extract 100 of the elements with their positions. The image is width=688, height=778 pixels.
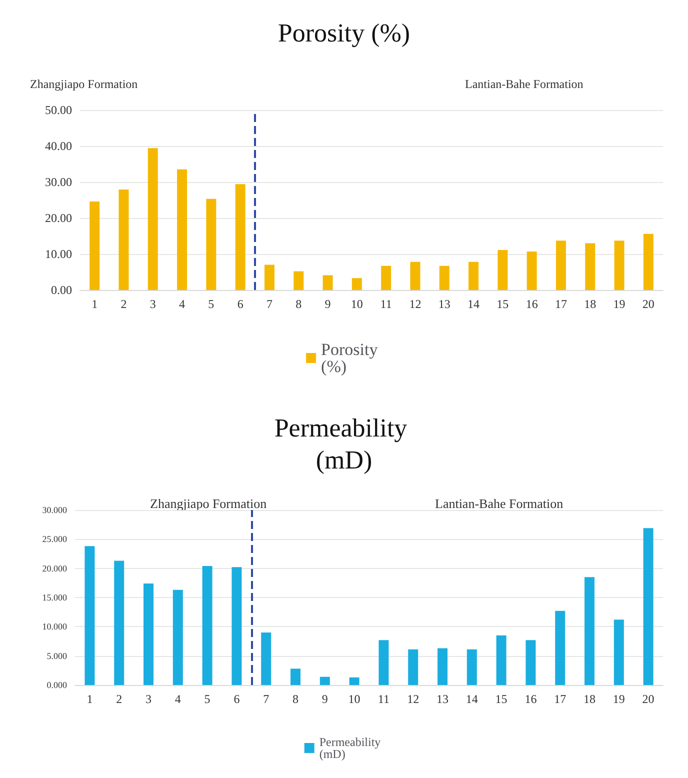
y-tick-label: 50.00 [45,103,72,117]
x-tick-label: 16 [524,692,537,706]
y-tick-label: 10.000 [42,622,68,632]
y-tick-label: 20.00 [45,211,72,225]
bar [206,198,216,290]
bar [526,251,537,290]
bar [261,632,272,685]
x-tick-label: 18 [584,297,596,311]
x-tick-label: 13 [436,692,448,706]
bar [585,243,596,290]
x-tick-label: 10 [350,297,363,311]
bar [555,610,566,685]
bar [322,275,333,290]
bar [349,677,360,685]
bar [466,649,477,685]
x-tick-label: 13 [438,297,450,311]
y-tick-label: 20.000 [42,563,68,574]
legend-label: Permeability (mD) [319,735,384,761]
bar [84,546,95,685]
bar [378,640,389,685]
x-tick-label: 3 [150,297,156,311]
y-tick-label: 15.000 [42,592,68,602]
bar [114,560,124,685]
y-tick-label: 5.000 [46,650,68,661]
x-tick-label: 8 [292,692,298,706]
x-tick-label: 19 [612,692,625,706]
x-tick-label: 18 [584,692,596,706]
bar [438,648,448,685]
x-tick-label: 20 [642,297,654,311]
y-tick-label: 30.00 [45,175,72,189]
x-tick-label: 12 [409,297,422,311]
annotation: Lantian-Bahe Formation [435,496,564,511]
y-tick-label: 0.00 [51,283,72,297]
bar [232,567,242,685]
y-tick-label: 30.000 [42,505,68,515]
bar [118,190,129,290]
x-tick-label: 16 [526,297,538,311]
bar [320,676,330,685]
text: Lantian-Bahe Formation [465,77,584,91]
x-tick-label: 7 [263,692,270,706]
chart-title: Porosity (%) [278,18,410,48]
bar [294,271,304,290]
x-tick-label: 6 [234,692,240,706]
x-tick-label: 2 [116,692,122,706]
legend-label: Porosity (%) [321,340,382,376]
x-tick-label: 11 [380,297,392,311]
x-tick-label: 10 [348,692,360,706]
bar [556,240,566,290]
x-tick-label: 3 [146,692,152,706]
bar [202,566,212,685]
x-tick-label: 14 [468,297,480,311]
bar [614,240,624,290]
bar [148,148,158,290]
text: Zhangjiapo Formation [30,77,138,91]
bar [498,250,508,290]
x-tick-label: 7 [266,297,272,311]
bar [90,201,100,290]
x-tick-label: 1 [92,297,98,311]
bar [144,584,154,685]
x-tick-label: 4 [179,297,186,311]
x-tick-label: 17 [554,297,567,311]
x-tick-label: 14 [466,692,478,706]
y-tick-label: 40.00 [45,139,72,153]
bar [352,278,362,290]
bar [496,635,506,685]
x-tick-label: 15 [495,692,508,706]
bar [468,262,479,290]
x-tick-label: 17 [554,692,566,706]
x-tick-label: 20 [642,692,654,706]
bar [381,266,392,290]
bar [614,620,624,685]
x-tick-label: 9 [324,297,331,311]
x-tick-label: 19 [613,297,626,311]
bar [177,169,188,290]
x-tick-label: 1 [86,692,93,706]
bar [643,528,654,685]
bar [643,234,654,290]
bar [235,184,246,290]
bar [290,668,300,685]
x-tick-label: 2 [120,297,127,311]
x-tick-label: 4 [174,692,181,706]
bar [584,577,594,685]
x-tick-label: 11 [378,692,390,706]
bar [408,649,418,685]
chart-title: Permeability (mD) [274,414,414,474]
y-tick-label: 25.000 [42,534,68,544]
x-tick-label: 8 [296,297,302,311]
bar [264,264,274,290]
x-tick-label: 5 [204,692,210,706]
x-tick-label: 15 [496,297,509,311]
annotation: Zhangjiapo Formation [150,496,268,511]
x-tick-label: 5 [208,297,214,311]
bar [439,266,450,290]
bar [410,262,420,290]
x-tick-label: 6 [237,297,244,311]
bar [172,590,183,685]
y-tick-label: 0.000 [46,680,68,690]
bar [526,640,536,685]
x-tick-label: 12 [407,692,420,706]
y-tick-label: 10.00 [45,247,72,261]
